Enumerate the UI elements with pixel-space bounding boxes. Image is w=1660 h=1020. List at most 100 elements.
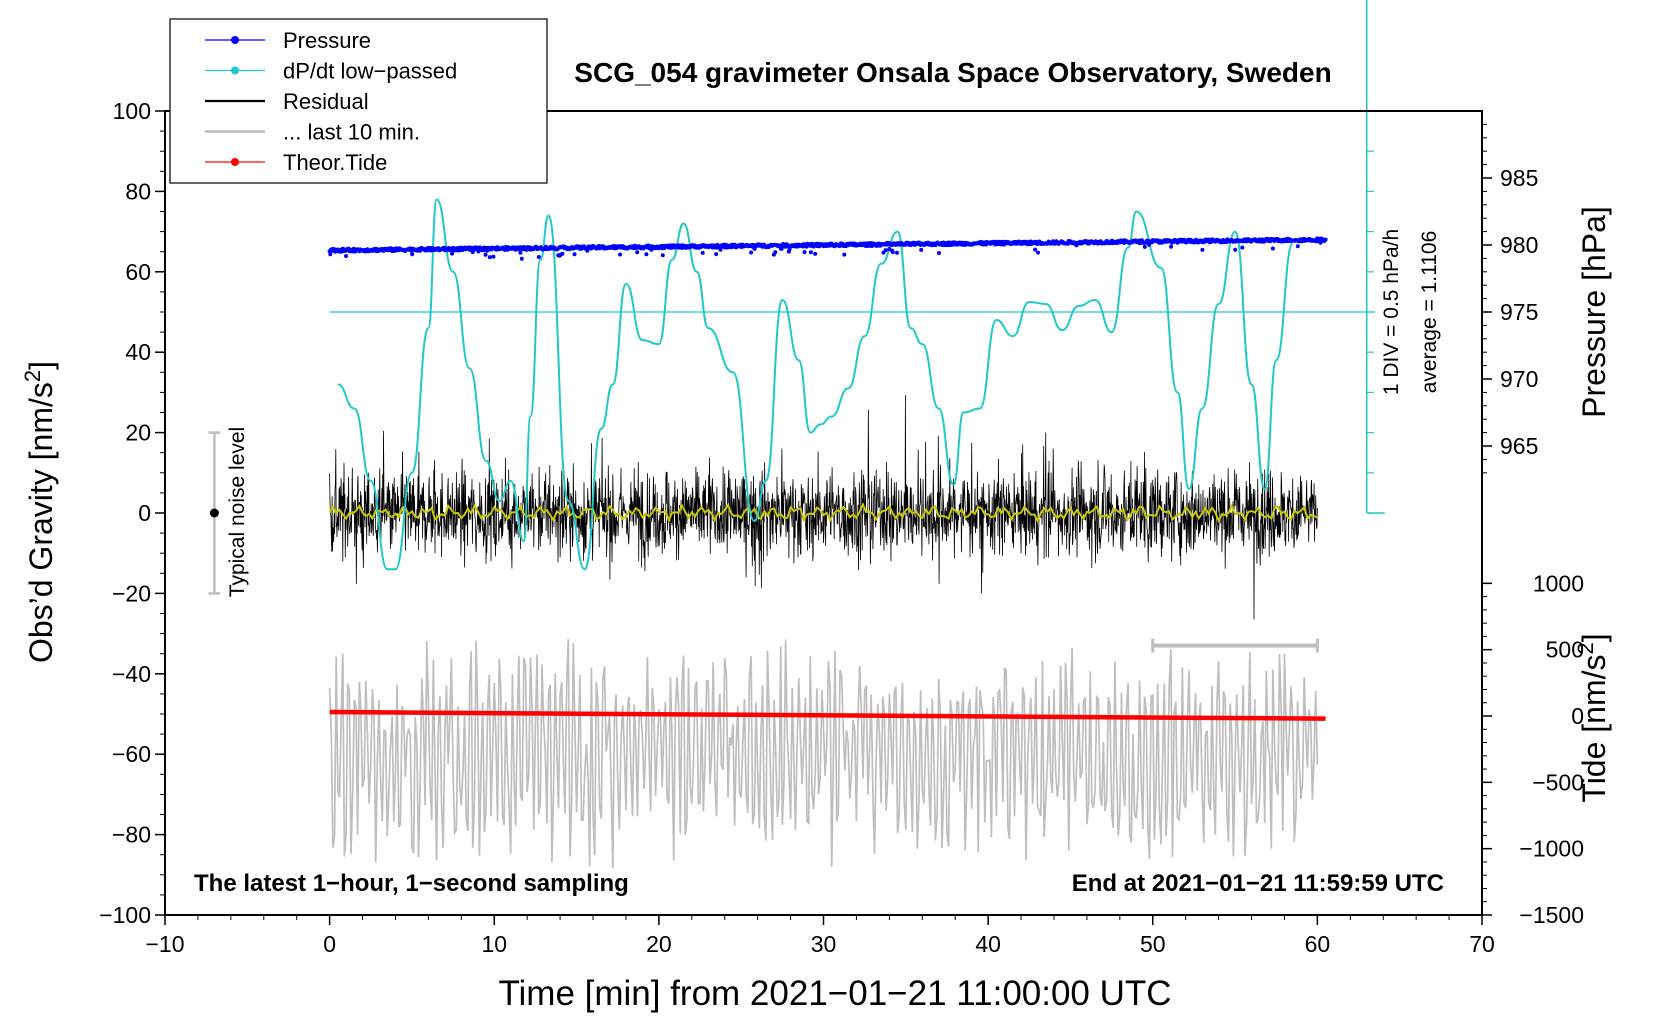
pressure-point (1036, 250, 1040, 255)
x-axis-label: Time [min] from 2021−01−21 11:00:00 UTC (498, 974, 1171, 1013)
series-dpdt (337, 198, 1294, 571)
y-axis-label-tide-sup: 2 (1573, 642, 1598, 654)
pressure-point (895, 250, 899, 255)
pressure-point (937, 251, 941, 255)
tide-tick-label: 500 (1546, 637, 1584, 663)
pressure-point (1142, 244, 1147, 249)
pressure-tick-label: 980 (1500, 232, 1538, 258)
pressure-point (410, 252, 415, 257)
x-tick-label: 10 (481, 931, 507, 957)
pressure-tick-label: 965 (1500, 433, 1538, 459)
annotation-sampling: The latest 1−hour, 1−second sampling (194, 870, 629, 897)
pressure-point (1295, 244, 1300, 249)
series-last-10-min (328, 639, 1319, 869)
pressure-point (1233, 247, 1238, 252)
pressure-tick-label: 975 (1500, 299, 1538, 325)
legend-label: ... last 10 min. (283, 120, 420, 145)
pressure-point (1240, 245, 1245, 250)
legend: Pressure dP/dt low−passed Residual ... last… (169, 18, 548, 184)
pressure-point (660, 253, 665, 258)
y-tick-label: −100 (99, 902, 151, 928)
series-clip-group (208, 198, 1375, 869)
pressure-point (572, 252, 577, 257)
dpdt-average-label: average = 1.1106 (1418, 231, 1441, 394)
legend-label: Residual (283, 89, 369, 114)
x-tick-label: 70 (1469, 931, 1495, 957)
pressure-point (1270, 246, 1275, 251)
y-tick-label: −60 (112, 741, 151, 767)
ticks-layer: −10 0 10 20 30 40 50 60 70100806040200−20−40−60−… (99, 98, 1584, 957)
dpdt-scale-axis (1366, 0, 1385, 514)
pressure-point (700, 250, 705, 255)
pressure-point (1318, 240, 1323, 245)
pressure-point (344, 254, 348, 258)
y-tick-label: 100 (113, 98, 151, 124)
pressure-point (842, 252, 847, 257)
pressure-point (519, 256, 524, 261)
series-residual (329, 394, 1318, 620)
tide-tick-label: −500 (1532, 769, 1584, 795)
noise-level-label: Typical noise level (226, 427, 249, 597)
pressure-point (714, 252, 719, 257)
dpdt-scale-label: 1 DIV = 0.5 hPa/h (1380, 229, 1403, 395)
pressure-point (635, 250, 640, 255)
y-axis-label-gravity-close: ] (23, 361, 59, 370)
pressure-point (808, 250, 813, 255)
annotation-end-time: End at 2021−01−21 11:59:59 UTC (1072, 870, 1444, 897)
legend-label: Pressure (283, 28, 371, 53)
pressure-tick-label: 970 (1500, 366, 1538, 392)
x-tick-label: 60 (1305, 931, 1331, 957)
y-axis-label-tide: Tide [nm/s2] (1573, 633, 1612, 802)
pressure-point (1323, 237, 1328, 242)
x-tick-label: −10 (145, 931, 184, 957)
x-tick-label: 0 (323, 931, 336, 957)
y-axis-label-gravity: Obs’d Gravity [nm/s2] (20, 361, 59, 663)
x-tick-label: 20 (646, 931, 672, 957)
y-axis-label-gravity-sup: 2 (20, 370, 45, 382)
x-tick-label: 40 (975, 931, 1001, 957)
tide-tick-label: −1500 (1519, 902, 1584, 928)
x-tick-label: 50 (1140, 931, 1166, 957)
series-pressure (327, 236, 1328, 261)
pressure-tick-label: 985 (1500, 165, 1538, 191)
noise-bar-center (209, 508, 219, 518)
y-tick-label: −40 (112, 661, 151, 687)
noise-level-bar (208, 431, 221, 595)
pressure-point (883, 248, 888, 253)
pressure-point (518, 250, 523, 255)
series-residual-smoothed (328, 502, 1318, 524)
pressure-point (802, 250, 807, 255)
pressure-point (749, 250, 754, 255)
pressure-point (450, 251, 455, 256)
legend-label: Theor.Tide (283, 150, 387, 175)
x-tick-label: 30 (811, 931, 837, 957)
pressure-point (773, 250, 778, 255)
pressure-point (560, 251, 565, 256)
legend-entries: Pressure dP/dt low−passed Residual ... last… (205, 28, 457, 175)
chart-title: SCG_054 gravimeter Onsala Space Observat… (574, 57, 1331, 88)
y-tick-label: 60 (125, 259, 151, 285)
series-layer (208, 0, 1385, 869)
y-axis-label-gravity-main: Obs’d Gravity [nm/s (23, 382, 59, 663)
pressure-point (1033, 247, 1038, 252)
pressure-point (779, 246, 784, 251)
legend-marker (231, 158, 239, 166)
legend-label: dP/dt low−passed (283, 59, 457, 84)
series-theor-tide (329, 709, 1326, 721)
y-tick-label: 80 (125, 178, 151, 204)
pressure-point (483, 252, 488, 257)
pressure-point (618, 252, 623, 257)
pressure-point (487, 255, 492, 260)
pressure-point (536, 255, 541, 259)
pressure-point (644, 252, 649, 257)
y-tick-label: 0 (138, 500, 151, 526)
pressure-point (813, 251, 818, 256)
legend-marker (231, 36, 239, 44)
y-tick-label: −20 (112, 580, 151, 606)
y-tick-label: 20 (125, 420, 151, 446)
pressure-point (491, 254, 496, 259)
y-tick-label: 40 (125, 339, 151, 365)
pressure-point (919, 247, 924, 252)
pressure-point (328, 252, 333, 257)
